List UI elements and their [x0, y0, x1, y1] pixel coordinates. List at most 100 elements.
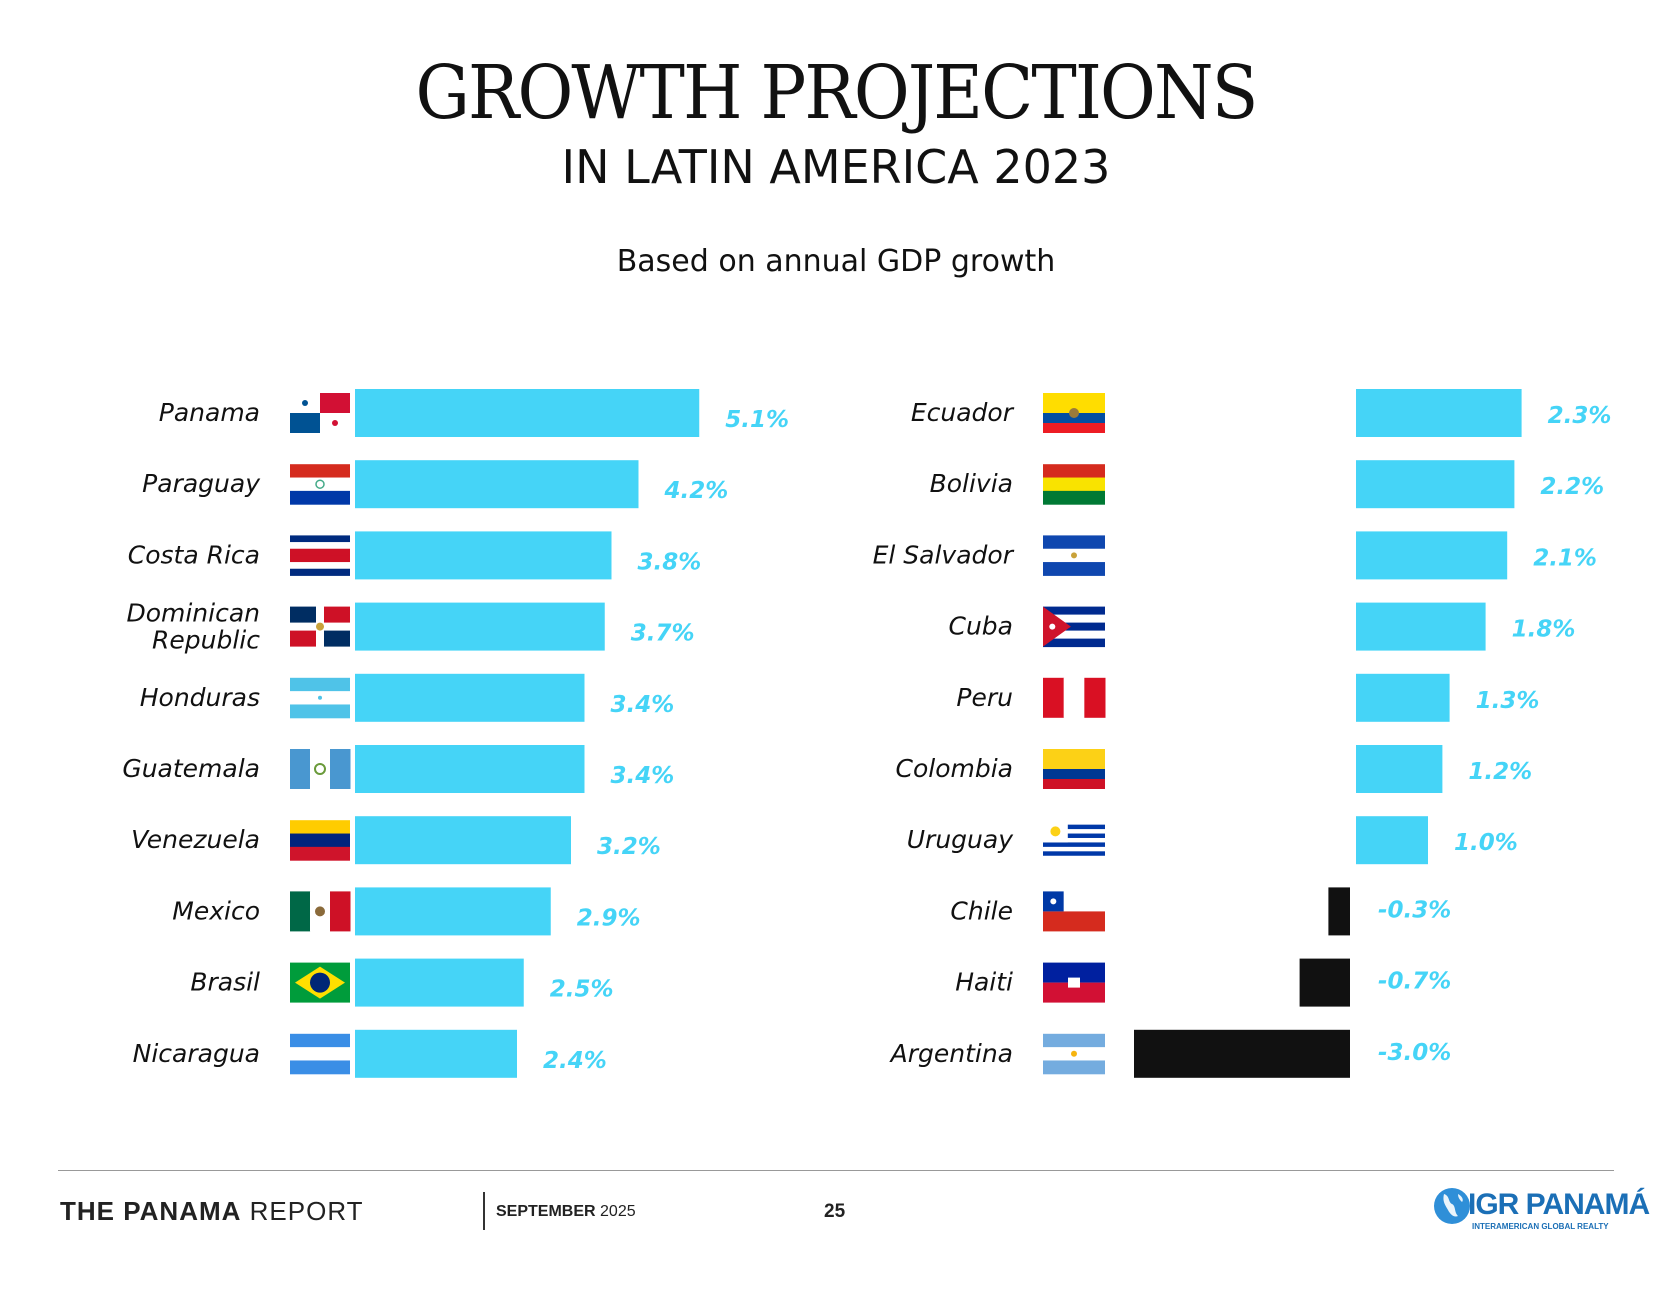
bar-row-panama: Panama 5.1%: [159, 389, 789, 437]
flag-icon-ecuador: [1043, 393, 1105, 433]
page-number: 25: [824, 1201, 846, 1222]
category-label: Uruguay: [907, 825, 1014, 854]
globe-icon: [1434, 1188, 1470, 1224]
bar: [355, 887, 551, 936]
flag-icon-uruguay: [1043, 820, 1105, 861]
flag-icon-argentina: [1043, 1033, 1105, 1075]
flag-icon-venezuela: [290, 820, 350, 861]
bar: [355, 673, 585, 722]
bar-row-cuba: Cuba 1.8%: [949, 602, 1576, 651]
bar-row-uruguay: Uruguay 1.0%: [907, 816, 1518, 865]
bar-row-brasil: Brasil 2.5%: [190, 958, 614, 1007]
category-label: Bolivia: [930, 469, 1013, 498]
bar: [1299, 958, 1350, 1007]
category-label: Paraguay: [142, 469, 261, 498]
chart-title: GROWTH PROJECTIONS: [415, 50, 1258, 136]
value-label: 1.8%: [1512, 617, 1576, 643]
flag-icon-colombia: [1043, 749, 1105, 789]
flag-icon-paraguay: [290, 464, 350, 505]
value-label: 5.1%: [725, 407, 789, 433]
category-label: Colombia: [896, 754, 1013, 783]
value-label: 2.3%: [1548, 403, 1612, 429]
flag-icon-el-salvador: [1043, 535, 1105, 576]
publication-name-bold: THE PANAMA: [60, 1196, 242, 1226]
bar-row-haiti: Haiti -0.7%: [955, 958, 1451, 1007]
chart-subtitle: Based on annual GDP growth: [616, 244, 1056, 279]
bar: [1134, 1029, 1350, 1078]
category-label: Guatemala: [122, 754, 260, 783]
bar: [355, 602, 605, 651]
value-label: 3.4%: [611, 763, 675, 789]
flag-icon-brasil: [290, 962, 350, 1003]
value-label: 2.9%: [577, 905, 641, 931]
flag-icon-mexico: [290, 891, 351, 932]
category-label: Honduras: [140, 683, 260, 712]
publication-name-light: REPORT: [241, 1196, 364, 1226]
category-label: Argentina: [889, 1039, 1013, 1068]
bar: [355, 816, 571, 865]
bar-row-el-salvador: El Salvador 2.1%: [873, 531, 1597, 580]
bar-row-costa-rica: Costa Rica 3.8%: [128, 531, 702, 580]
value-label: 1.3%: [1476, 688, 1540, 714]
bar-row-guatemala: Guatemala 3.4%: [122, 745, 674, 793]
flag-icon-cuba: [1043, 606, 1105, 648]
bar: [1356, 460, 1515, 509]
value-label: -0.3%: [1378, 897, 1451, 923]
flag-icon-panama: [290, 393, 350, 433]
igr-panama-logo: IGR PANAMÁ INTERAMERICAN GLOBAL REALTY: [1432, 1184, 1650, 1240]
footer-separator: [483, 1192, 485, 1230]
category-label: Ecuador: [911, 398, 1015, 427]
category-label: Panama: [159, 398, 260, 427]
category-label: Venezuela: [131, 825, 260, 854]
value-label: 2.2%: [1540, 474, 1604, 500]
bar: [355, 389, 700, 437]
value-label: 2.4%: [543, 1048, 607, 1074]
value-label: -3.0%: [1378, 1040, 1451, 1066]
bar-row-argentina: Argentina -3.0%: [889, 1029, 1451, 1078]
flag-icon-peru: [1043, 677, 1106, 718]
bar: [1356, 389, 1522, 437]
category-label: Costa Rica: [128, 540, 260, 569]
bar: [1356, 531, 1508, 580]
category-label: Dominican Republic: [126, 599, 260, 655]
value-label: 2.5%: [550, 977, 614, 1003]
value-label: 2.1%: [1533, 545, 1597, 571]
value-label: 3.8%: [638, 549, 702, 575]
bar: [355, 958, 524, 1007]
issue-month: SEPTEMBER: [496, 1203, 596, 1220]
flag-icon-honduras: [290, 677, 350, 719]
category-label: Haiti: [955, 968, 1013, 997]
bar: [355, 1029, 517, 1078]
value-label: 1.0%: [1454, 830, 1518, 856]
bar-row-peru: Peru 1.3%: [956, 673, 1540, 722]
flag-icon-guatemala: [290, 749, 351, 789]
category-label: Peru: [956, 683, 1013, 712]
bar: [1356, 602, 1486, 651]
logo-wordmark: IGR PANAMÁ: [1468, 1188, 1650, 1221]
bar: [355, 745, 585, 793]
bar: [355, 460, 639, 509]
category-label: Brasil: [190, 968, 260, 997]
chart-title-line2: IN LATIN AMERICA 2023: [561, 140, 1111, 194]
logo-tagline: INTERAMERICAN GLOBAL REALTY: [1472, 1222, 1609, 1231]
bar-row-nicaragua: Nicaragua 2.4%: [133, 1029, 607, 1078]
bar-row-honduras: Honduras 3.4%: [140, 673, 674, 722]
value-label: 3.7%: [631, 621, 695, 647]
flag-icon-dominican-republic: [290, 606, 350, 647]
bar-row-paraguay: Paraguay 4.2%: [142, 460, 728, 509]
bar-row-dominican-republic: Dominican Republic 3.7%: [126, 599, 694, 655]
flag-icon-costa-rica: [290, 535, 350, 576]
flag-icon-haiti: [1043, 962, 1105, 1003]
flag-icon-chile: [1043, 891, 1105, 932]
bar-row-colombia: Colombia 1.2%: [896, 745, 1532, 793]
issue-date: SEPTEMBER 2025: [496, 1203, 636, 1221]
category-label: Nicaragua: [133, 1039, 260, 1068]
bar-row-mexico: Mexico 2.9%: [172, 887, 641, 936]
bar-row-bolivia: Bolivia 2.2%: [930, 460, 1604, 509]
category-label: El Salvador: [873, 540, 1015, 569]
bar-row-venezuela: Venezuela 3.2%: [131, 816, 661, 865]
bar-chart: Panama 5.1% Paraguay 4.2% Costa Rica 3.8% Domi…: [122, 389, 1612, 1078]
bar: [1356, 816, 1428, 865]
category-label: Cuba: [949, 612, 1014, 641]
bar-row-ecuador: Ecuador 2.3%: [911, 389, 1612, 437]
